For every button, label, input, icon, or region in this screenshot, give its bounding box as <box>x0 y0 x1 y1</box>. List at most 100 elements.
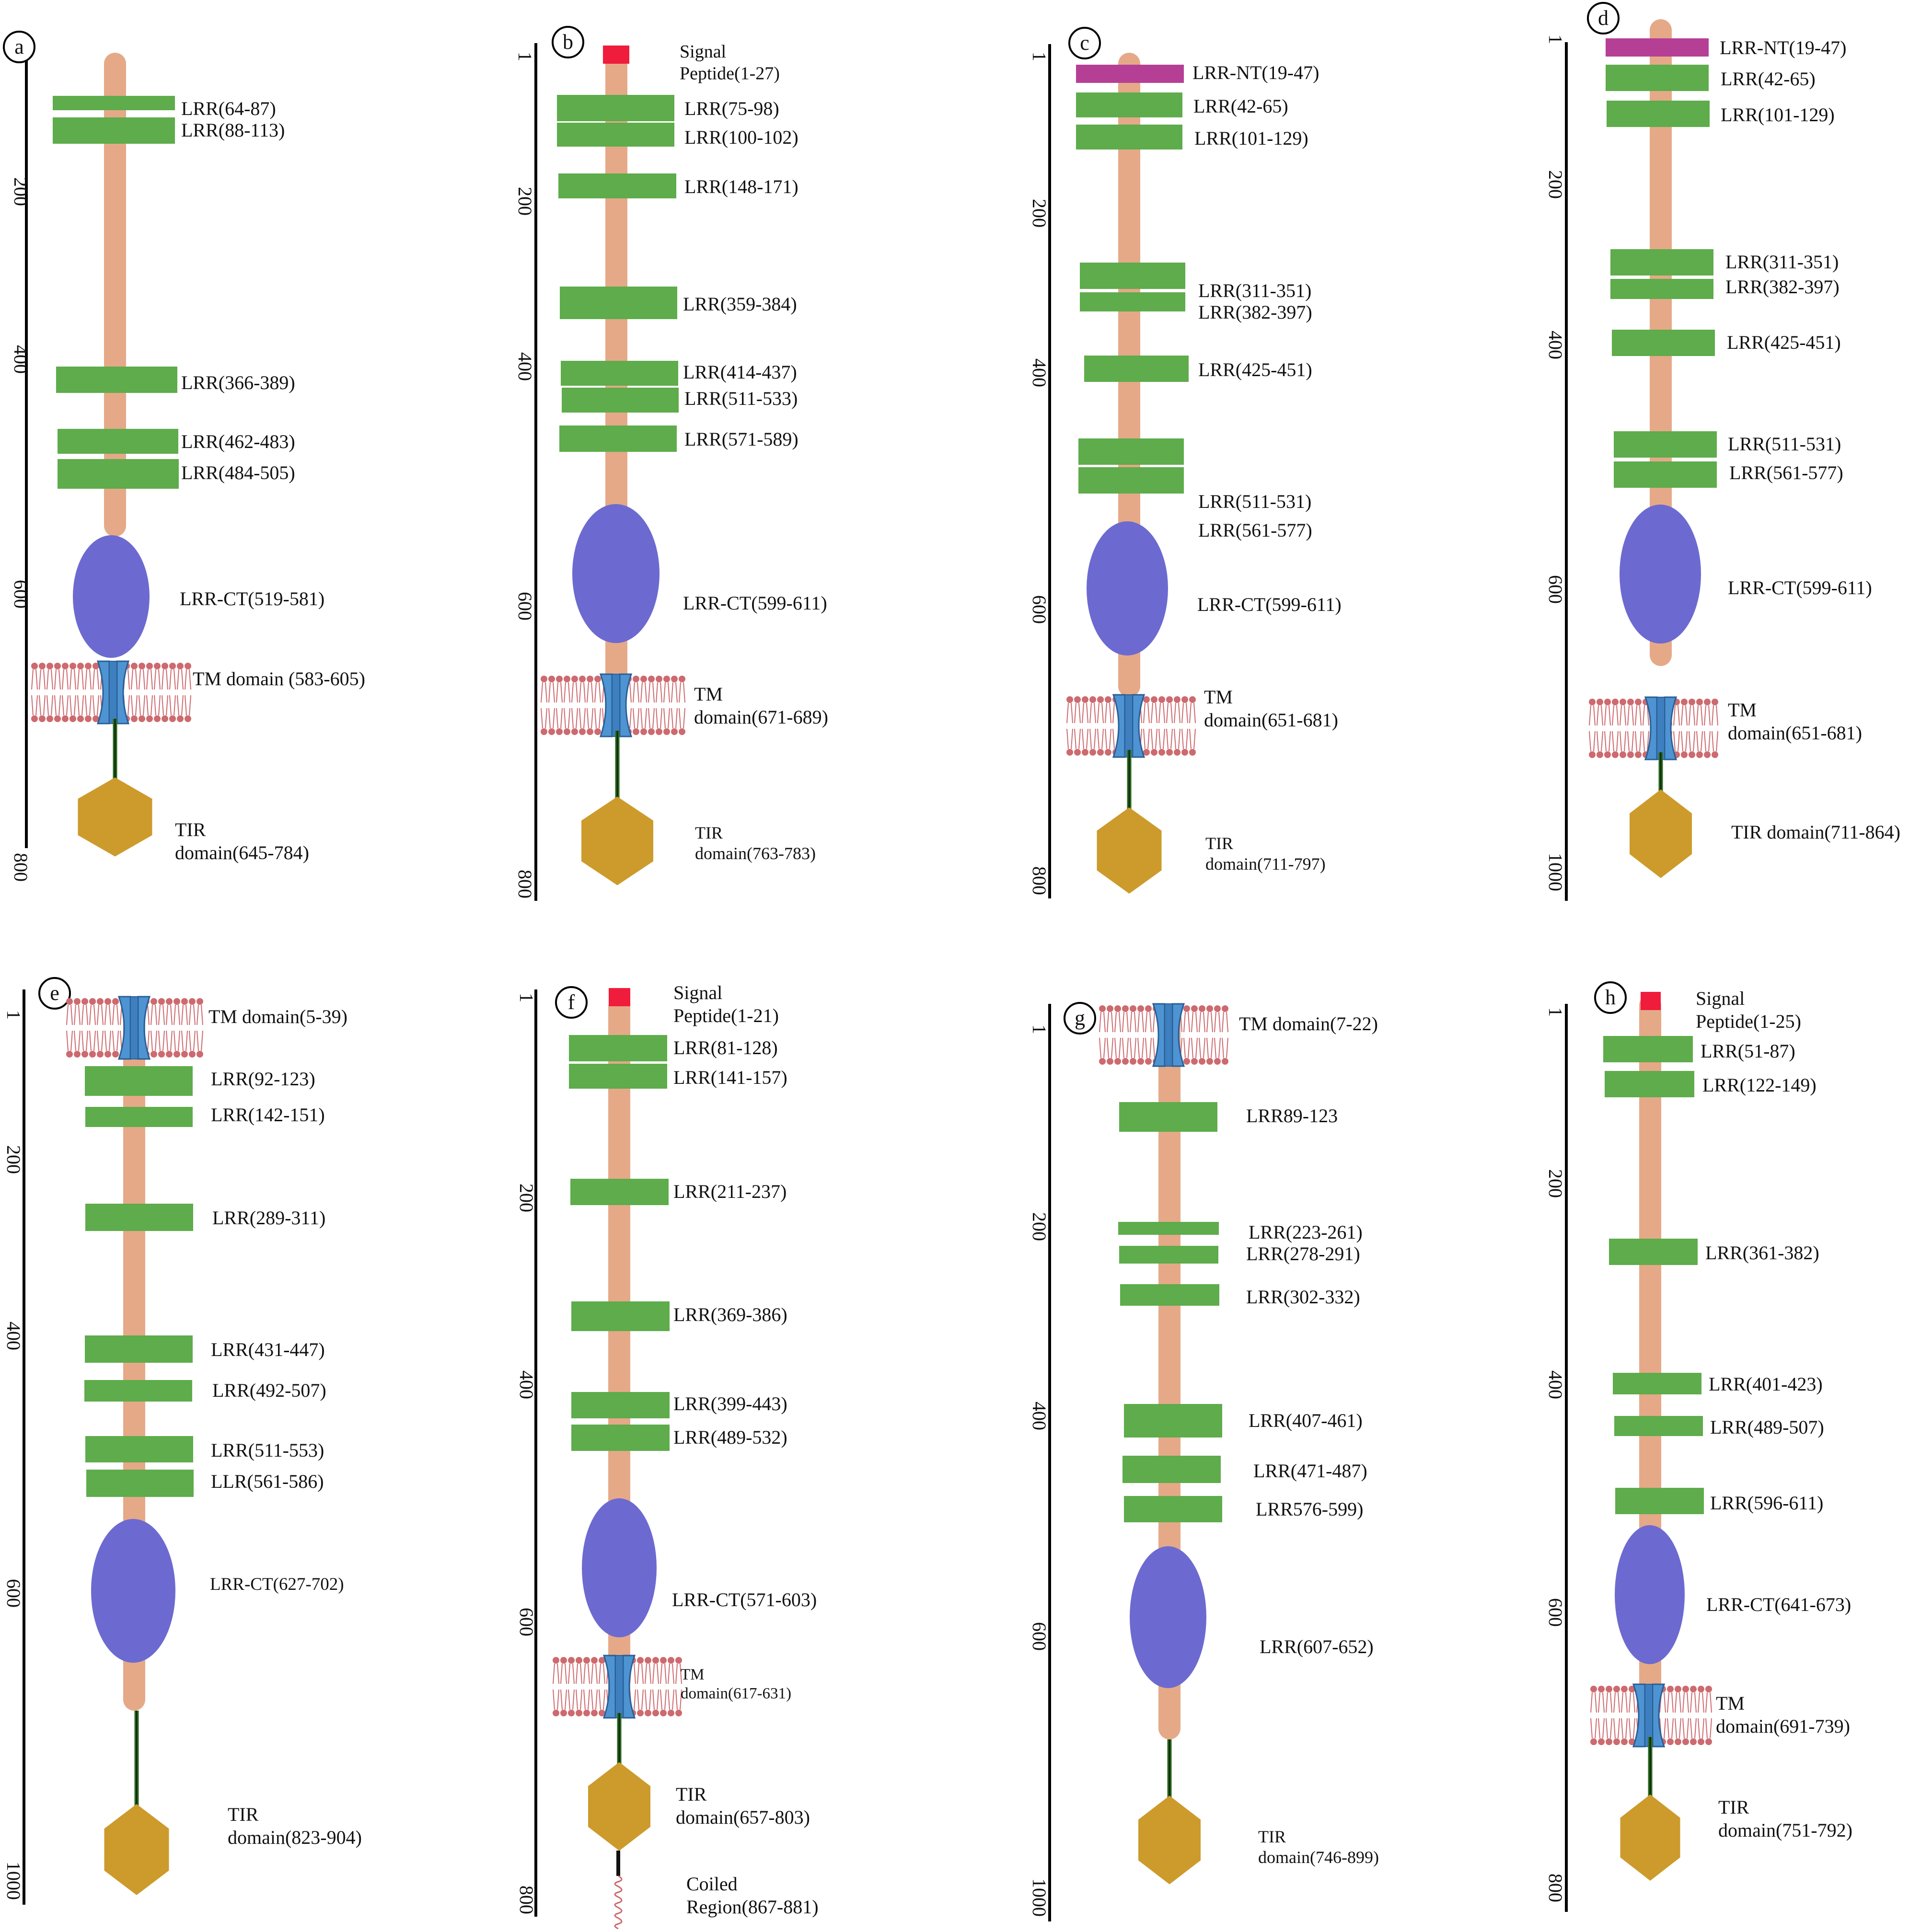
lipid-head <box>1689 751 1695 758</box>
lipid-head <box>1214 1005 1221 1012</box>
lipid-head <box>1066 749 1073 756</box>
lipid-tail <box>1598 1692 1605 1713</box>
lipid-tail <box>1183 1012 1190 1033</box>
lipid-head <box>1627 699 1634 705</box>
lrr-box <box>557 95 674 121</box>
lipid-head <box>648 676 655 682</box>
domain-label: TIR domain(763-783) <box>695 823 816 863</box>
lipid-tail <box>81 1004 88 1025</box>
axis-tick-label: 1000 <box>3 1862 24 1900</box>
tm-helix <box>1152 1003 1185 1067</box>
lrr-box <box>1612 330 1715 356</box>
lrr-box <box>569 1035 667 1061</box>
lipid-tail <box>1597 731 1603 752</box>
lipid-head <box>166 1051 173 1058</box>
lipid-tail <box>1704 731 1711 752</box>
domain-label: LRR(122-149) <box>1702 1074 1817 1096</box>
domain-label: LRR(92-123) <box>211 1068 315 1090</box>
lipid-head <box>1589 699 1596 705</box>
domain-label: TM domain(691-739) <box>1716 1692 1850 1737</box>
domain-tm: TM domain (583-605) <box>31 660 365 724</box>
domain-label-line: Signal <box>1696 988 1745 1009</box>
lipid-tail <box>197 1030 203 1051</box>
domain-label: Signal Peptide(1-27) <box>680 42 780 84</box>
lipid-head <box>1137 1058 1144 1065</box>
lipid-tail <box>1604 731 1611 752</box>
lipid-head <box>1199 1005 1205 1012</box>
domain-label: LRR(289-311) <box>212 1207 325 1229</box>
lipid-tail <box>663 708 670 729</box>
lipid-head <box>637 1657 644 1664</box>
lipid-head <box>77 663 84 669</box>
tm-core <box>612 674 620 737</box>
lrr-ct-ellipse <box>1620 505 1701 644</box>
lipid-head <box>1214 1058 1221 1065</box>
lipid-head <box>656 676 662 682</box>
domain-lrr: LRR(311-351) <box>1080 263 1311 301</box>
lrr-box <box>1603 1036 1693 1062</box>
axis-tick-label: 400 <box>514 352 536 381</box>
lipid-tail <box>587 682 593 703</box>
lipid-tail <box>1191 1037 1198 1058</box>
lipid-head <box>1183 1005 1190 1012</box>
domain-label: LRR-CT(599-611) <box>683 592 827 614</box>
domain-label-line: domain(657-803) <box>676 1806 810 1828</box>
lipid-head <box>660 1710 667 1716</box>
lipid-head <box>1620 699 1626 705</box>
domain-tir: TIR domain(711-864) <box>1630 752 1900 878</box>
domain-coil: Coiled Region(867-881) <box>614 1851 819 1930</box>
lrr-box <box>1610 249 1713 276</box>
lipid-head <box>1621 1738 1628 1745</box>
axis-tick-label: 200 <box>1545 1169 1566 1198</box>
lipid-head <box>1696 699 1703 705</box>
lipid-head <box>46 663 53 669</box>
tm-helix-right <box>116 660 130 724</box>
lipid-head <box>1151 696 1157 703</box>
lipid-tail <box>548 682 555 703</box>
lipid-tail <box>158 1004 165 1025</box>
lipid-tail <box>77 669 84 690</box>
domain-label: LRR(101-129) <box>1194 127 1308 149</box>
lipid-tail <box>1673 705 1680 726</box>
lipid-head <box>579 728 586 735</box>
domain-label-line: TIR <box>676 1783 707 1805</box>
lipid-head <box>1158 749 1165 756</box>
lipid-tail <box>652 1663 659 1684</box>
lrr-box <box>1080 263 1185 289</box>
lipid-head <box>679 728 685 735</box>
lipid-tail <box>81 1030 88 1051</box>
lipid-head <box>1222 1058 1228 1065</box>
lipid-head <box>85 663 92 669</box>
lipid-head <box>668 1657 674 1664</box>
lipid-tail <box>568 1663 575 1684</box>
lipid-head <box>675 1710 682 1716</box>
domain-label-line: TIR <box>228 1804 259 1825</box>
lipid-head <box>1604 751 1611 758</box>
lipid-tail <box>645 1689 651 1710</box>
lipid-tail <box>1627 705 1634 726</box>
lipid-head <box>54 663 61 669</box>
lrr-box <box>562 388 679 413</box>
lipid-tail <box>591 1689 598 1710</box>
lipid-head <box>1097 696 1104 703</box>
lipid-tail <box>74 1004 81 1025</box>
axis-tick-label: 1 <box>1545 34 1566 44</box>
lipid-tail <box>1158 702 1165 724</box>
domain-lrr: LRR(407-461) <box>1124 1404 1363 1438</box>
domain-label: LRR(75-98) <box>684 98 779 119</box>
domain-label: LRR(141-157) <box>673 1067 787 1088</box>
lipid-head <box>1191 1005 1198 1012</box>
lipid-head <box>1130 1005 1136 1012</box>
domain-lrr: LRR(561-577) <box>1614 461 1843 488</box>
lipid-head <box>169 715 176 722</box>
lipid-tail <box>97 1030 104 1051</box>
domain-label: LRR(431-447) <box>211 1339 325 1360</box>
lipid-tail <box>668 1689 674 1710</box>
lrr-box <box>571 1392 670 1418</box>
lipid-tail <box>162 695 168 716</box>
lipid-tail <box>1606 1692 1612 1713</box>
lipid-tail <box>1612 731 1619 752</box>
lipid-tail <box>1629 1718 1635 1739</box>
lipid-head <box>1712 751 1718 758</box>
